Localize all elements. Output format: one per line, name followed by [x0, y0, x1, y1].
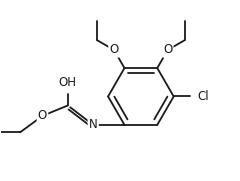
Text: N: N	[89, 118, 97, 131]
Text: O: O	[38, 110, 47, 122]
Text: O: O	[109, 43, 119, 56]
Text: O: O	[163, 43, 172, 56]
Text: Cl: Cl	[198, 90, 209, 103]
Text: OH: OH	[59, 76, 77, 89]
